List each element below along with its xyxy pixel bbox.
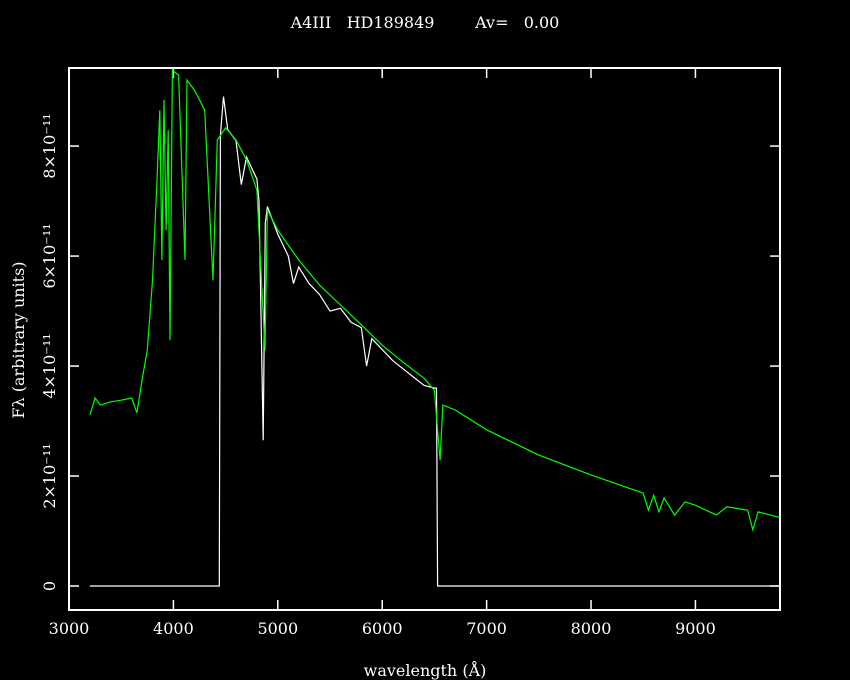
chart-title: A4III HD189849 Av= 0.00 [290,13,560,32]
x-tick-label: 4000 [153,619,194,638]
x-tick-label: 7000 [466,619,507,638]
x-tick-label: 6000 [362,619,403,638]
y-tick-label: 4×10⁻¹¹ [40,333,59,398]
y-tick-label: 8×10⁻¹¹ [40,113,59,178]
y-tick-label: 6×10⁻¹¹ [40,223,59,288]
x-axis-label: wavelength (Å) [364,660,487,680]
x-tick-label: 8000 [571,619,612,638]
y-tick-label: 0 [40,581,59,591]
y-tick-label: 2×10⁻¹¹ [40,443,59,508]
spectrum-line [89,68,780,533]
x-tick-label: 9000 [675,619,716,638]
spectrum-line [89,96,779,587]
x-tick-label: 3000 [49,619,90,638]
plot-frame [68,67,781,611]
x-tick-label: 5000 [257,619,298,638]
y-axis-label: Fλ (arbitrary units) [9,261,28,418]
